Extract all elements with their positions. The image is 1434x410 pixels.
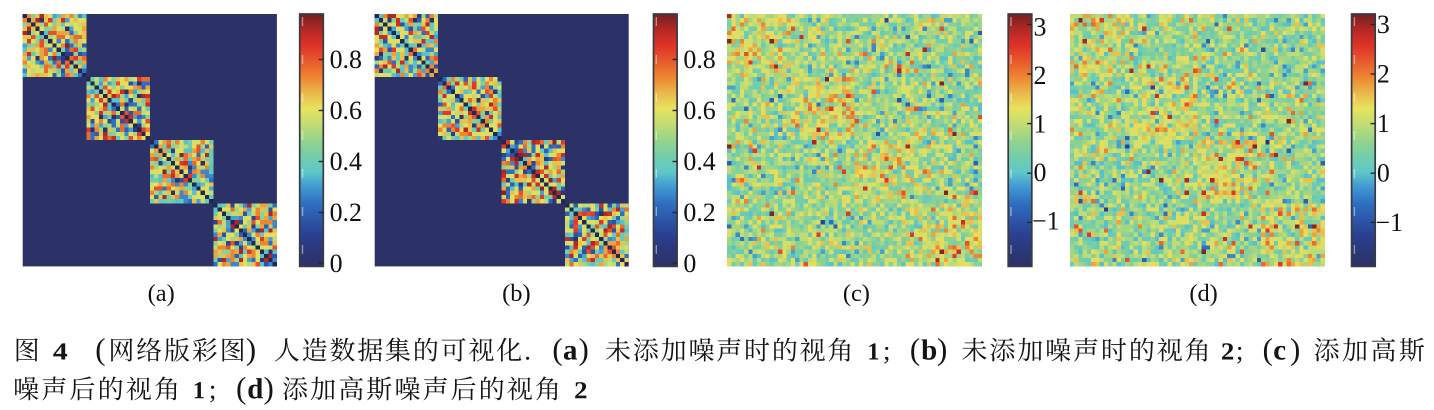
svg-text:1: 1 bbox=[1377, 109, 1390, 138]
svg-text:0.2: 0.2 bbox=[683, 198, 715, 227]
svg-text:(d): (d) bbox=[1189, 280, 1217, 307]
svg-text:0.8: 0.8 bbox=[683, 45, 715, 74]
svg-text:0: 0 bbox=[1377, 159, 1390, 188]
svg-text:0.6: 0.6 bbox=[683, 96, 715, 125]
svg-text:3: 3 bbox=[1034, 12, 1047, 41]
svg-text:0: 0 bbox=[683, 249, 696, 278]
svg-text:0.4: 0.4 bbox=[683, 147, 715, 176]
svg-text:2: 2 bbox=[1377, 59, 1390, 88]
svg-text:(a): (a) bbox=[148, 280, 175, 307]
svg-text:0: 0 bbox=[330, 249, 343, 278]
svg-text:2: 2 bbox=[1034, 61, 1047, 90]
svg-text:3: 3 bbox=[1377, 10, 1390, 39]
svg-text:0.8: 0.8 bbox=[330, 45, 362, 74]
svg-text:(b): (b) bbox=[502, 280, 530, 307]
svg-text:(c): (c) bbox=[843, 280, 870, 307]
svg-text:−1: −1 bbox=[1375, 208, 1403, 237]
svg-text:0: 0 bbox=[1034, 158, 1047, 187]
svg-text:0.2: 0.2 bbox=[330, 198, 362, 227]
svg-text:0.4: 0.4 bbox=[330, 147, 362, 176]
svg-text:0.6: 0.6 bbox=[330, 96, 362, 125]
svg-text:1: 1 bbox=[1034, 110, 1047, 139]
svg-text:−1: −1 bbox=[1032, 207, 1060, 236]
